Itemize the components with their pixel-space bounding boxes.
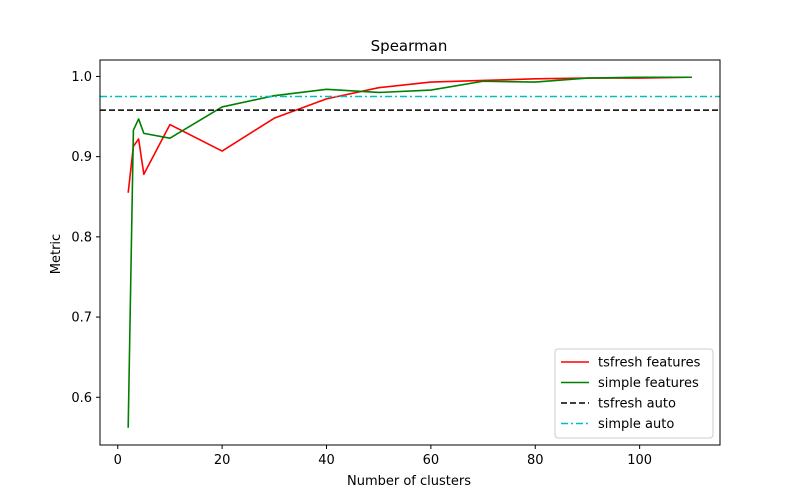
y-axis-title: Metric: [49, 234, 64, 274]
series-line-simple-features: [127, 76, 692, 428]
legend-label-tsfresh-features: tsfresh features: [598, 356, 701, 371]
chart-title: Spearman: [371, 37, 448, 55]
y-tick-label: 0.9: [71, 150, 92, 165]
axes-frame: [99, 59, 721, 446]
y-tick-label: 0.6: [71, 391, 92, 406]
series-layer: [100, 76, 720, 428]
legend-label-simple-auto: simple auto: [598, 417, 674, 432]
x-axis-title: Number of clusters: [347, 474, 471, 489]
legend-label-tsfresh-auto: tsfresh auto: [598, 397, 676, 412]
x-tick-label: 0: [114, 453, 122, 468]
x-tick-label: 60: [423, 453, 440, 468]
x-tick-label: 40: [318, 453, 335, 468]
legend-label-simple-features: simple features: [598, 376, 699, 391]
legend-box: [554, 348, 714, 439]
plot-area: 0 20 40 60 80 100 0.6 0.7 0.8 0.9 1.0: [71, 59, 721, 468]
x-tick-label: 80: [527, 453, 544, 468]
legend: tsfresh features simple features tsfresh a…: [554, 348, 714, 439]
x-tick-label: 100: [627, 453, 652, 468]
y-tick-label: 0.8: [71, 230, 92, 245]
y-tick-label: 1.0: [71, 70, 92, 85]
x-tick-label: 20: [214, 453, 231, 468]
y-tick-label: 0.7: [71, 311, 92, 326]
axes-layer: 0 20 40 60 80 100 0.6 0.7 0.8 0.9 1.0: [71, 59, 721, 468]
series-line-tsfresh-features: [127, 76, 692, 193]
